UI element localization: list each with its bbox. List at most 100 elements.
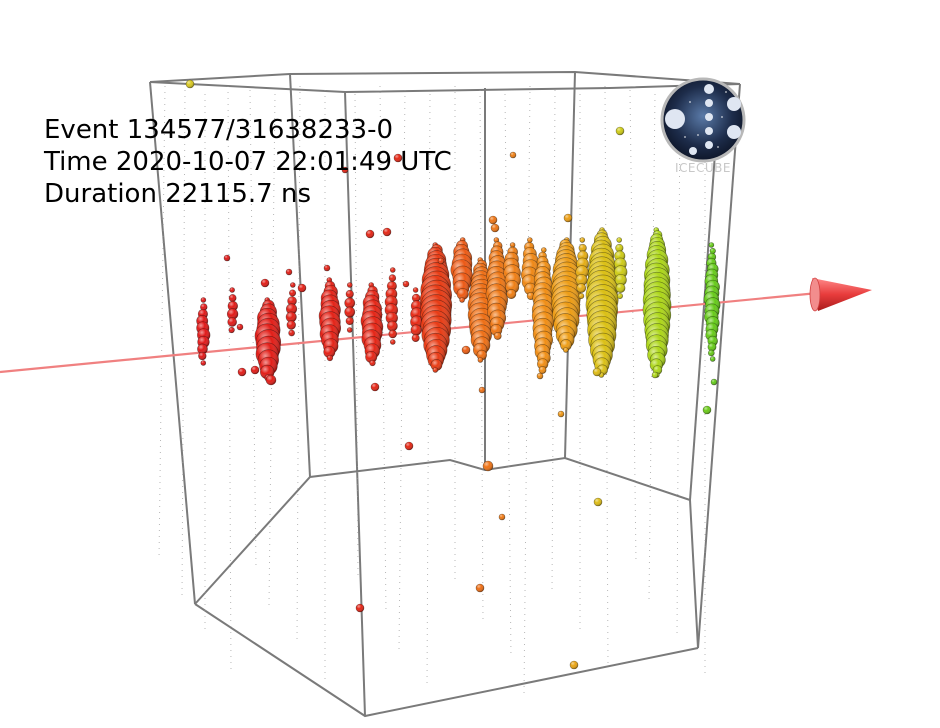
dom-hit <box>707 342 717 352</box>
dom-hit <box>365 229 375 239</box>
dom-hit <box>651 371 659 379</box>
dom-hit <box>709 356 716 362</box>
dom-hit <box>389 339 396 345</box>
dom-hit <box>509 242 516 248</box>
dom-hit <box>326 354 334 362</box>
dom-hit <box>578 293 585 299</box>
dom-hit <box>237 367 247 377</box>
dom-hit <box>289 282 296 288</box>
dom-hit <box>475 583 485 593</box>
dom-hit <box>615 126 625 136</box>
dom-hit <box>386 320 398 332</box>
dom-hit <box>617 293 623 299</box>
dom-hit <box>569 660 579 670</box>
dom-hit <box>200 297 207 303</box>
dom-hit <box>579 237 586 243</box>
dom-hit <box>411 333 420 343</box>
dom-hit <box>323 264 331 272</box>
reconstructed-track <box>0 291 819 374</box>
event-duration-text: Duration 22115.7 ns <box>44 179 311 209</box>
dom-hit <box>223 254 231 262</box>
dom-hit <box>346 327 353 333</box>
dom-hit <box>265 374 277 386</box>
dom-hit <box>557 410 565 418</box>
dom-hit <box>498 513 506 521</box>
dom-hit <box>285 303 298 315</box>
dom-hit <box>478 386 486 394</box>
dom-hit <box>456 287 469 300</box>
dom-hit <box>527 237 533 243</box>
dom-hit <box>198 351 207 361</box>
dom-hit <box>393 153 403 163</box>
dom-hit <box>432 367 439 373</box>
dom-hit <box>297 283 307 293</box>
dom-hit <box>578 243 587 253</box>
dom-hit <box>228 294 237 302</box>
dom-hit <box>560 339 572 351</box>
dom-hit <box>286 320 296 330</box>
dom-hit <box>493 332 502 340</box>
dom-hit <box>459 297 465 303</box>
dom-hit <box>709 247 716 255</box>
event-id-text: Event 134577/31638233-0 <box>44 115 394 145</box>
dom-hit <box>538 366 547 374</box>
dom-hit <box>488 215 498 225</box>
dom-hit <box>345 289 354 299</box>
dom-hit <box>345 316 354 326</box>
dom-hit <box>509 151 517 159</box>
dom-hit <box>536 372 544 380</box>
dom-hit <box>388 329 397 339</box>
dom-hit <box>404 441 414 451</box>
dom-hit <box>593 497 603 507</box>
logo-label: ICECUBE <box>675 161 731 175</box>
dom-hit <box>437 257 445 265</box>
dom-hit <box>563 347 569 353</box>
dom-hit <box>228 326 235 334</box>
dom-hit <box>385 311 398 325</box>
dom-hit <box>355 603 365 613</box>
dom-hit <box>341 166 349 174</box>
dom-hit <box>563 213 573 223</box>
dom-hit <box>346 282 353 288</box>
dom-hit <box>614 265 628 279</box>
dom-hit <box>616 237 623 243</box>
event-info-panel: Event 134577/31638233-0 Time 2020-10-07 … <box>44 114 452 210</box>
dom-hit <box>576 283 587 293</box>
dom-hit <box>389 267 396 273</box>
dom-hit <box>575 273 588 287</box>
dom-hit <box>710 378 718 386</box>
dom-hit <box>477 357 484 363</box>
dom-hit <box>482 460 494 472</box>
dom-hit <box>226 308 239 320</box>
dom-hit <box>288 329 295 337</box>
dom-hit <box>592 367 602 377</box>
dom-hit <box>250 365 260 375</box>
event-time-text: Time 2020-10-07 22:01:49 UTC <box>44 147 452 177</box>
dom-hit <box>285 268 293 276</box>
dom-hit <box>236 323 244 331</box>
dom-hit <box>410 324 422 336</box>
dom-hit <box>412 287 419 293</box>
dom-hit <box>200 360 207 366</box>
dom-hit <box>702 405 712 415</box>
dom-hit <box>402 280 410 288</box>
dom-hit <box>344 306 356 318</box>
dom-hit <box>260 278 270 288</box>
track-arrow-icon <box>809 277 872 312</box>
dom-hit <box>287 296 297 306</box>
dom-hit <box>370 382 380 392</box>
dom-hit <box>285 311 297 323</box>
dom-hit <box>365 350 378 363</box>
dom-hit <box>369 359 376 367</box>
dom-hit <box>526 292 535 300</box>
dom-hit <box>229 287 235 293</box>
dom-hit <box>386 280 397 292</box>
dom-hit <box>506 289 517 299</box>
dom-hit <box>227 317 237 327</box>
icecube-logo-icon: ICECUBE <box>660 77 746 177</box>
dom-hit <box>197 343 208 355</box>
dom-hit <box>708 242 715 248</box>
dom-hit <box>388 274 397 282</box>
dom-hit <box>707 349 715 357</box>
